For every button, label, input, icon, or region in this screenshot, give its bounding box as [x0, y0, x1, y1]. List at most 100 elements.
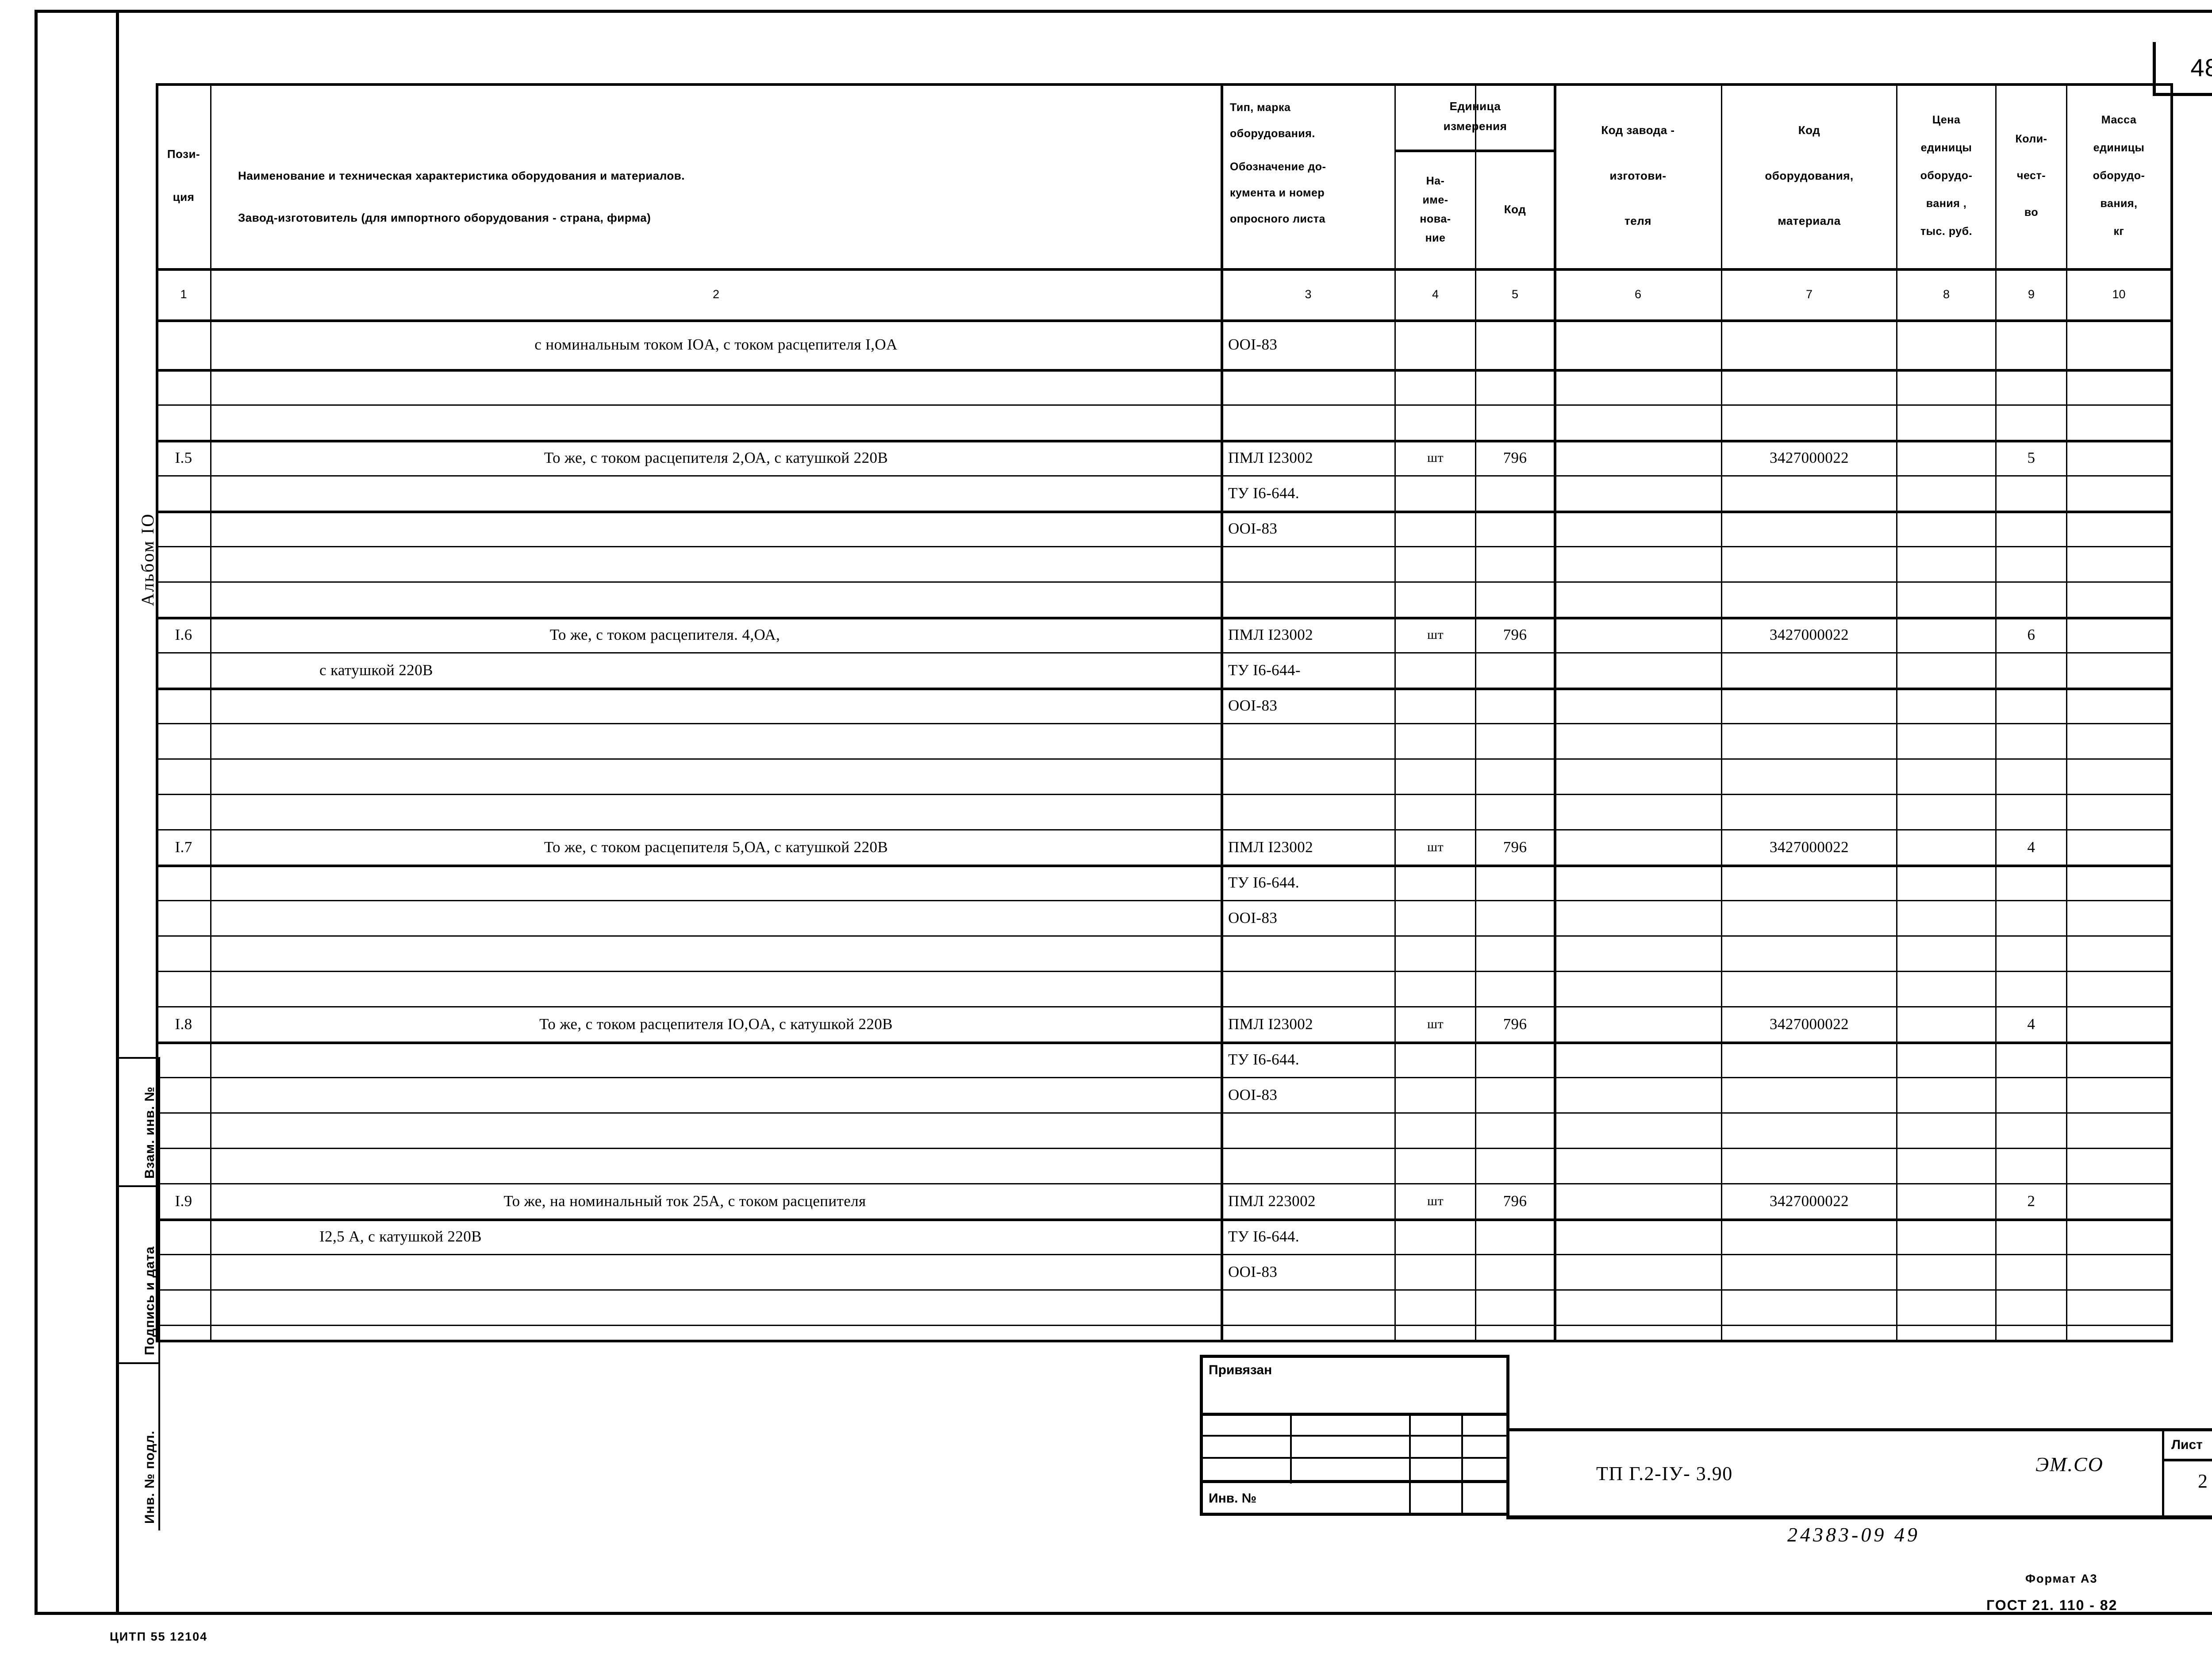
header-name-line2: Завод-изготовитель (для импортного обору…	[238, 211, 651, 224]
table-rule	[156, 935, 2173, 937]
row-type3: ООI-83	[1228, 1086, 1278, 1103]
header-unit-name: На- име- нова- ние	[1396, 151, 1475, 268]
header-type-line5: опросного листа	[1230, 213, 1325, 225]
row-unit-code: 796	[1503, 1015, 1527, 1033]
row-unit-code: 796	[1503, 1192, 1527, 1210]
header-type-mark: Тип, марка оборудования. Обозначение до-…	[1222, 83, 1394, 268]
row-position: I.9	[175, 1192, 192, 1210]
table-rule	[156, 369, 2173, 372]
table-rule	[156, 1006, 2173, 1007]
header-price-line3: оборудо-	[1920, 169, 1973, 182]
footer-gost: ГОСТ 21. 110 - 82	[1986, 1597, 2118, 1613]
header-qty-line1: Коли-	[2015, 132, 2047, 145]
stamp-project-code: ТП Г.2-IУ- 3.90	[1596, 1463, 1733, 1484]
row-position: I.6	[175, 626, 192, 643]
stamp-colsep	[1200, 1355, 1203, 1516]
table-col-sep	[210, 83, 211, 1341]
row-unit-name: шт	[1427, 627, 1444, 642]
colnum-3: 3	[1305, 288, 1312, 301]
table-rule	[156, 581, 2173, 583]
table-rule	[156, 617, 2173, 619]
stamp-inv-label: Инв. №	[1209, 1491, 1257, 1506]
table-rule	[156, 319, 2173, 322]
row-type1: ПМЛ I23002	[1228, 449, 1313, 466]
header-unit-code-text: Код	[1504, 203, 1526, 216]
row-unit-name: шт	[1427, 840, 1444, 854]
stamp-rule	[1200, 1435, 1509, 1437]
row-type2: ТУ I6-644-	[1228, 661, 1301, 679]
header-quantity: Коли- чест- во	[1997, 83, 2066, 268]
table-col-sep	[1394, 83, 1396, 1341]
header-plant-line3: теля	[1624, 214, 1651, 228]
header-plant-line2: изготови-	[1609, 169, 1667, 182]
footer-citp: ЦИТП 55 12104	[110, 1630, 208, 1643]
stamp-rule	[1506, 1428, 2212, 1431]
header-mass: Масса единицы оборудо- вания, кг	[2067, 83, 2170, 268]
table-rule	[156, 794, 2173, 795]
row-equipment-code: 3427000022	[1770, 626, 1849, 643]
table-col-sep-right	[2170, 83, 2173, 1341]
header-mass-line1: Масса	[2101, 113, 2137, 126]
table-rule	[156, 1325, 2173, 1326]
margin-box-podpis	[116, 1185, 160, 1362]
table-rule	[156, 688, 2173, 690]
row-quantity: 6	[2027, 626, 2035, 643]
table-rule	[156, 1042, 2173, 1044]
header-unit-group-line2: измерения	[1443, 119, 1507, 133]
row-quantity: 4	[2027, 1015, 2035, 1033]
row-type3: ООI-83	[1228, 1263, 1278, 1280]
stamp-rule	[1200, 1355, 1509, 1358]
header-price-line4: вания ,	[1926, 197, 1967, 210]
header-unit-name-line3: нова-	[1420, 212, 1451, 225]
equipment-specification-table: Пози- ция Наименование и техническая хар…	[156, 83, 2173, 1342]
row-name: То же, с током расцепителя 5,ОА, с катуш…	[544, 838, 888, 856]
stamp-rule	[1200, 1480, 1509, 1483]
header-type-line3: Обозначение до-	[1230, 161, 1326, 173]
table-rule	[156, 546, 2173, 547]
row-quantity: 2	[2027, 1192, 2035, 1210]
row-name: То же, с током расцепителя 2,ОА, с катуш…	[544, 449, 888, 466]
table-rule	[156, 1218, 2173, 1221]
header-mass-line5: кг	[2113, 225, 2124, 238]
header-eqcode-line2: оборудования,	[1765, 169, 1854, 182]
stamp-rule	[1200, 1413, 1509, 1416]
page-number: 48	[2190, 54, 2212, 81]
table-rule	[156, 971, 2173, 972]
header-unit-name-line4: ние	[1425, 231, 1446, 244]
table-rule	[156, 1289, 2173, 1291]
header-plant-line1: Код завода -	[1601, 123, 1675, 137]
table-rule	[156, 268, 2173, 271]
row-type2: ТУ I6-644.	[1228, 1051, 1299, 1068]
header-position-line2: ция	[173, 190, 195, 204]
table-col-sep	[1721, 83, 1722, 1341]
header-name-spec: Наименование и техническая характеристик…	[211, 83, 1221, 268]
row-position: I.8	[175, 1015, 192, 1033]
row-type3: ООI-83	[1228, 697, 1278, 714]
header-equipment-code: Код оборудования, материала	[1722, 83, 1896, 268]
row-type1: ПМЛ I23002	[1228, 626, 1313, 643]
header-eqcode-line3: материала	[1778, 214, 1841, 228]
header-unit-price: Цена единицы оборудо- вания , тыс. руб.	[1897, 83, 1995, 268]
stamp-privyazan-label: Привязан	[1209, 1363, 1272, 1377]
row-equipment-code: 3427000022	[1770, 449, 1849, 466]
table-rule	[156, 1148, 2173, 1149]
row-unit-name: шт	[1427, 1194, 1444, 1208]
table-col-sep	[1554, 83, 1556, 1341]
table-rule	[156, 83, 2173, 86]
page-number-box: 48	[2153, 42, 2212, 96]
stamp-colsep	[1461, 1413, 1463, 1516]
header-mass-line3: оборудо-	[2093, 169, 2145, 182]
header-price-line2: единицы	[1920, 141, 1972, 154]
table-rule	[156, 475, 2173, 477]
header-qty-line3: во	[2024, 206, 2039, 219]
colnum-4: 4	[1432, 288, 1439, 301]
row-type2: ТУ I6-644.	[1228, 1228, 1299, 1245]
stamp-rule	[1506, 1515, 2212, 1519]
row-type1: ПМЛ 223002	[1228, 1192, 1316, 1210]
stamp-colsep	[1290, 1413, 1292, 1484]
stamp-sheet-label: Лист	[2171, 1438, 2203, 1452]
table-col-sep	[1221, 83, 1223, 1341]
stamp-rule	[1200, 1457, 1509, 1459]
header-type-line1: Тип, марка	[1230, 101, 1291, 114]
